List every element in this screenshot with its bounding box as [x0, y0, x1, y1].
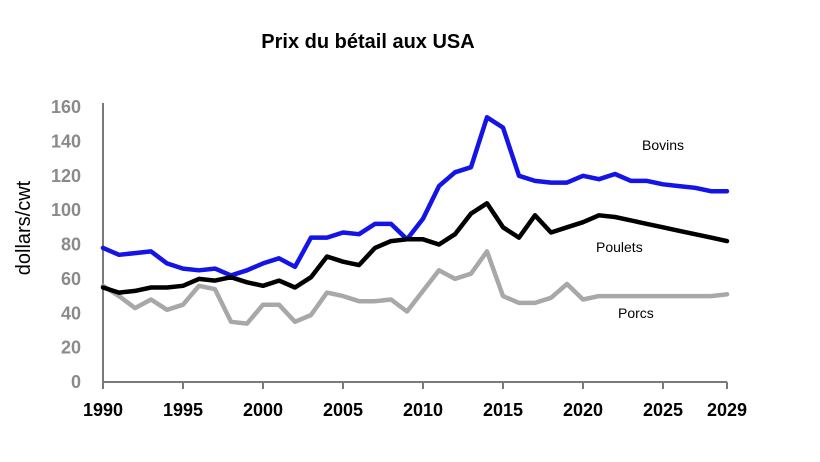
y-tick-label: 20 — [61, 338, 81, 358]
series-line-bovins — [100, 115, 730, 278]
x-tick-label: 2020 — [563, 400, 603, 420]
y-tick-label: 140 — [51, 131, 81, 151]
series-line-poulets — [100, 201, 730, 295]
x-tick-label: 2005 — [323, 400, 363, 420]
y-tick-label: 160 — [51, 97, 81, 117]
x-tick-label: 1990 — [83, 400, 123, 420]
y-tick-label: 100 — [51, 200, 81, 220]
x-tick-label: 2029 — [707, 400, 747, 420]
x-tick-label: 2010 — [403, 400, 443, 420]
y-tick-label: 120 — [51, 166, 81, 186]
y-axis-ticks: 0 20 40 60 80 100 120 140 160 — [51, 97, 81, 392]
x-tick-label: 2000 — [243, 400, 283, 420]
y-tick-label: 60 — [61, 269, 81, 289]
x-tick-label: 1995 — [163, 400, 203, 420]
series-label-bovins: Bovins — [642, 137, 684, 153]
series-label-porcs: Porcs — [618, 305, 654, 321]
series-line-porcs — [100, 249, 730, 326]
x-tick-label: 2025 — [643, 400, 683, 420]
chart-title: Prix du bétail aux USA — [261, 31, 474, 53]
x-axis-ticks: 1990 1995 2000 2005 2010 2015 2020 2025 2029 — [83, 382, 747, 420]
y-tick-label: 40 — [61, 303, 81, 323]
series-layer — [100, 115, 730, 326]
y-tick-label: 0 — [71, 372, 81, 392]
y-axis-label: dollars/cwt — [13, 180, 35, 275]
y-tick-label: 80 — [61, 235, 81, 255]
x-tick-label: 2015 — [483, 400, 523, 420]
series-label-poulets: Poulets — [596, 239, 643, 255]
